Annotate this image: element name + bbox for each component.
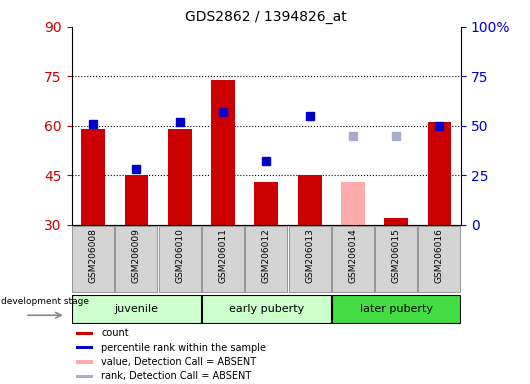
Bar — [125, 175, 148, 225]
FancyBboxPatch shape — [116, 226, 157, 292]
FancyBboxPatch shape — [289, 226, 331, 292]
FancyBboxPatch shape — [332, 226, 374, 292]
Text: GSM206009: GSM206009 — [132, 228, 141, 283]
Text: development stage: development stage — [2, 297, 90, 306]
FancyBboxPatch shape — [419, 226, 461, 292]
Text: rank, Detection Call = ABSENT: rank, Detection Call = ABSENT — [101, 371, 251, 381]
FancyBboxPatch shape — [245, 226, 287, 292]
Text: GSM206016: GSM206016 — [435, 228, 444, 283]
Text: GSM206010: GSM206010 — [175, 228, 184, 283]
Bar — [76, 346, 93, 349]
Bar — [254, 182, 278, 225]
Text: GSM206015: GSM206015 — [392, 228, 401, 283]
FancyBboxPatch shape — [375, 226, 417, 292]
Bar — [76, 374, 93, 378]
Text: juvenile: juvenile — [114, 303, 158, 313]
Title: GDS2862 / 1394826_at: GDS2862 / 1394826_at — [186, 10, 347, 25]
Bar — [211, 79, 235, 225]
FancyBboxPatch shape — [202, 295, 331, 323]
Text: GSM206013: GSM206013 — [305, 228, 314, 283]
Text: value, Detection Call = ABSENT: value, Detection Call = ABSENT — [101, 357, 257, 367]
Text: GSM206008: GSM206008 — [89, 228, 98, 283]
FancyBboxPatch shape — [72, 226, 114, 292]
Text: percentile rank within the sample: percentile rank within the sample — [101, 343, 266, 353]
Bar — [341, 182, 365, 225]
FancyBboxPatch shape — [332, 295, 461, 323]
Text: GSM206011: GSM206011 — [218, 228, 227, 283]
Text: GSM206014: GSM206014 — [348, 228, 357, 283]
FancyBboxPatch shape — [159, 226, 201, 292]
Text: GSM206012: GSM206012 — [262, 228, 271, 283]
Bar — [298, 175, 322, 225]
Bar — [428, 122, 452, 225]
Text: count: count — [101, 328, 129, 338]
Bar — [76, 360, 93, 364]
Bar — [76, 332, 93, 335]
Bar — [168, 129, 192, 225]
FancyBboxPatch shape — [202, 226, 244, 292]
Text: later puberty: later puberty — [360, 303, 432, 313]
FancyBboxPatch shape — [72, 295, 201, 323]
Bar — [384, 218, 408, 225]
Bar — [81, 129, 105, 225]
Text: early puberty: early puberty — [229, 303, 304, 313]
